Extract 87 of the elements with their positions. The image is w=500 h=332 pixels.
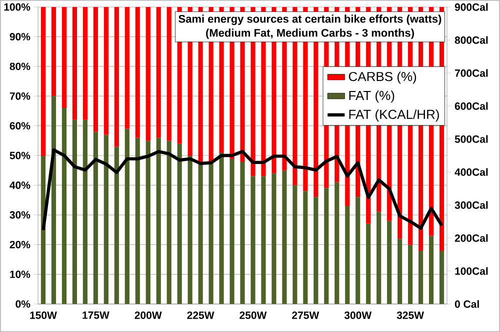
bar bbox=[208, 161, 214, 304]
y2-tick-label: 100Cal bbox=[455, 267, 488, 275]
y-tick-label: 60% bbox=[10, 122, 30, 130]
bar bbox=[40, 156, 46, 304]
y2-tick-label: 800Cal bbox=[454, 36, 488, 44]
bar bbox=[93, 132, 98, 304]
y2-tick-label: 200Cal bbox=[454, 234, 488, 242]
bar bbox=[146, 140, 150, 304]
text: Sami energy sources at certain bike efforts (watts) bbox=[178, 14, 442, 25]
y2-tick-label: 400Cal bbox=[454, 168, 488, 176]
bar bbox=[135, 138, 140, 304]
x-tick-label: 225W bbox=[187, 312, 214, 319]
bar bbox=[166, 140, 172, 304]
bar bbox=[376, 212, 382, 304]
y2-tick-label: 700Cal bbox=[454, 69, 488, 77]
y2-tick-label: 600Cal bbox=[454, 102, 488, 110]
bar bbox=[135, 7, 140, 138]
y-tick-label: 90% bbox=[10, 32, 30, 40]
y-tick-label: 10% bbox=[10, 270, 30, 278]
bar bbox=[418, 250, 424, 304]
bar bbox=[439, 250, 444, 304]
bar bbox=[104, 7, 108, 135]
bar bbox=[82, 7, 88, 120]
y2-tick-label: 500Cal bbox=[454, 135, 488, 143]
bar bbox=[124, 128, 130, 304]
y2-tick-label: 300Cal bbox=[454, 201, 488, 209]
x-tick-label: 325W bbox=[396, 312, 424, 319]
x-tick-label: 275W bbox=[292, 312, 320, 319]
bar bbox=[51, 96, 56, 304]
y2-tick-label: 900Cal bbox=[454, 3, 488, 11]
bar bbox=[72, 120, 78, 304]
bar bbox=[272, 173, 276, 304]
bar bbox=[314, 197, 318, 304]
bar bbox=[114, 7, 119, 147]
bar bbox=[166, 7, 172, 141]
legend-label: FAT (%) bbox=[349, 90, 394, 103]
bar bbox=[156, 138, 161, 304]
bar bbox=[51, 7, 56, 96]
bar bbox=[240, 161, 245, 304]
bar bbox=[124, 7, 130, 129]
y-tick-label: 70% bbox=[10, 92, 30, 100]
bar bbox=[219, 152, 224, 304]
x-tick-label: 300W bbox=[344, 312, 372, 319]
bar bbox=[250, 176, 256, 304]
bar bbox=[230, 158, 234, 304]
bar bbox=[408, 244, 413, 304]
bar bbox=[261, 176, 266, 304]
bar bbox=[93, 7, 98, 132]
bar bbox=[324, 188, 329, 304]
x-tick-label: 200W bbox=[134, 312, 162, 319]
bar bbox=[177, 144, 182, 304]
bar bbox=[303, 191, 308, 304]
bar bbox=[428, 236, 434, 304]
y-tick-label: 30% bbox=[10, 211, 30, 219]
bar bbox=[398, 238, 402, 304]
bar bbox=[188, 156, 192, 304]
y-tick-label: 100% bbox=[4, 3, 30, 11]
bar bbox=[62, 108, 67, 304]
y-tick-label: 40% bbox=[10, 181, 30, 189]
bar bbox=[104, 134, 108, 304]
legend-label: FAT (KCAL/HR) bbox=[349, 109, 439, 122]
bar bbox=[387, 220, 392, 304]
text: (Medium Fat, Medium Carbs - 3 months) bbox=[206, 28, 414, 39]
y-tick-label: 0% bbox=[16, 300, 30, 308]
bar bbox=[146, 7, 150, 141]
bar bbox=[114, 146, 119, 304]
bar bbox=[72, 7, 78, 120]
bar bbox=[40, 7, 46, 156]
bar bbox=[292, 185, 298, 304]
bar bbox=[282, 170, 287, 304]
line-series bbox=[42, 148, 444, 232]
bar bbox=[356, 197, 360, 304]
y-tick-label: 50% bbox=[10, 152, 30, 160]
bar bbox=[62, 7, 67, 108]
bar bbox=[334, 182, 340, 304]
y-tick-label: 80% bbox=[10, 62, 30, 70]
x-tick-label: 175W bbox=[82, 312, 110, 319]
bar bbox=[198, 161, 203, 304]
bar bbox=[366, 224, 371, 304]
bar bbox=[156, 7, 161, 138]
bar bbox=[345, 206, 350, 304]
y2-tick-label: 0 Cal bbox=[454, 300, 479, 308]
bar bbox=[82, 120, 88, 304]
legend-label: CARBS (%) bbox=[348, 72, 416, 84]
x-tick-label: 250W bbox=[240, 312, 267, 319]
y-tick-label: 20% bbox=[10, 240, 30, 248]
x-tick-label: 150W bbox=[30, 312, 57, 319]
